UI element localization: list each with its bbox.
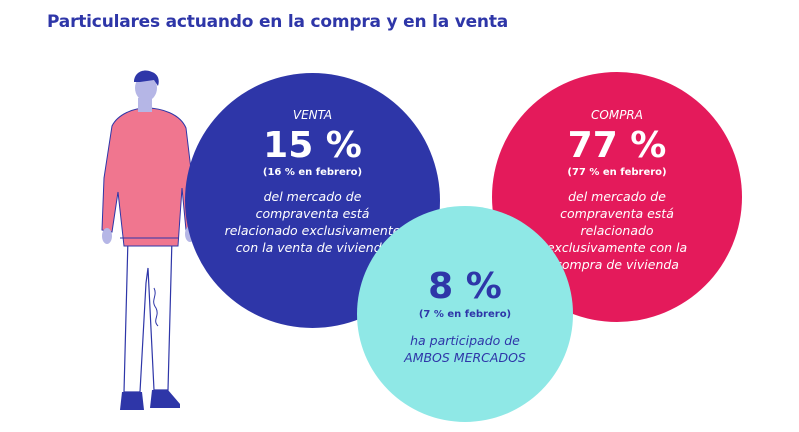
venta-percentage: 15 % <box>263 125 362 166</box>
venta-previous: (16 % en febrero) <box>262 167 363 178</box>
compra-description: del mercado de compraventa está relacion… <box>546 189 688 272</box>
ambos-circle: 8 % (7 % en febrero) ha participado de A… <box>357 206 573 422</box>
venta-description: del mercado de compraventa está relacion… <box>224 189 401 255</box>
compra-label: COMPRA <box>591 108 643 122</box>
compra-percentage: 77 % <box>567 125 667 166</box>
page-title: Particulares actuando en la compra y en … <box>47 12 509 32</box>
ambos-description: ha participado de AMBOS MERCADOS <box>404 333 526 365</box>
venta-label: VENTA <box>292 108 333 122</box>
person-illustration-icon <box>101 70 195 410</box>
ambos-percentage: 8 % <box>428 266 502 307</box>
ambos-previous: (7 % en febrero) <box>418 309 512 320</box>
compra-previous: (77 % en febrero) <box>567 167 667 178</box>
